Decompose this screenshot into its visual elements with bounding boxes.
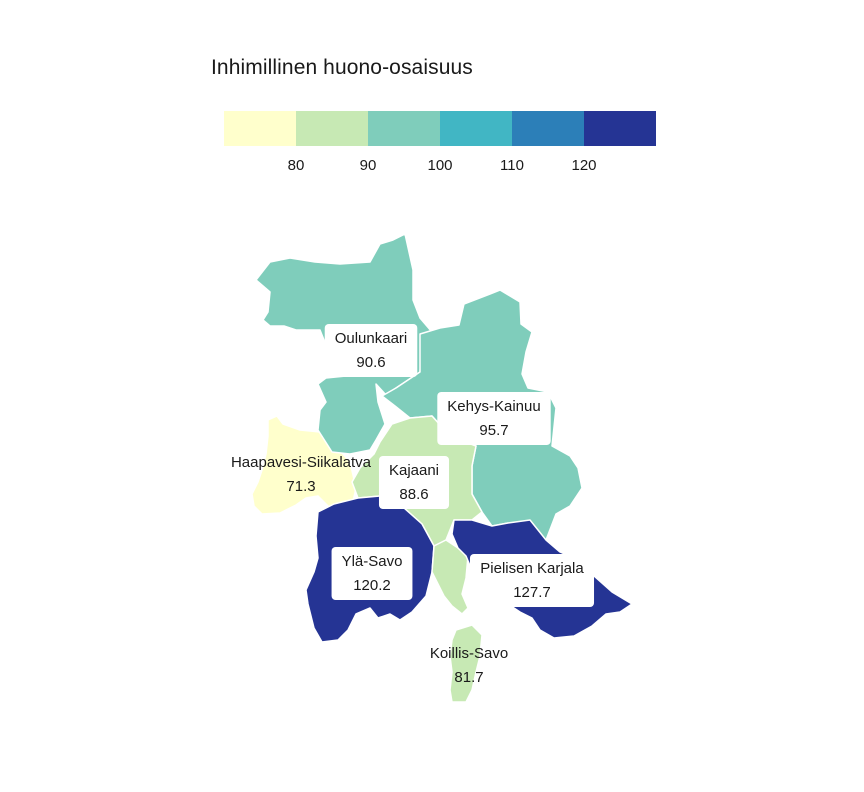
region-name: Haapavesi-Siikalatva [231, 454, 372, 471]
region-name: Oulunkaari [335, 330, 408, 347]
legend-swatch [224, 111, 296, 146]
legend-color-scale [224, 111, 656, 146]
region-label-kajaani: Kajaani 88.6 [378, 456, 450, 509]
region-value: 90.6 [356, 354, 385, 371]
region-haapavesi-siikalatva[interactable] [251, 415, 357, 515]
legend-swatch [440, 111, 512, 146]
region-label-haapavesi-siikalatva: Haapavesi-Siikalatva 71.3 [231, 454, 372, 495]
legend-swatch [512, 111, 584, 146]
region-value: 88.6 [399, 486, 428, 503]
region-value: 127.7 [513, 584, 551, 601]
region-label-pielisen-karjala: Pielisen Karjala 127.7 [469, 554, 595, 607]
legend-title: Inhimillinen huono-osaisuus [211, 56, 473, 79]
label-background [437, 392, 551, 445]
region-name: Koillis-Savo [430, 645, 508, 662]
region-value: 81.7 [454, 669, 483, 686]
legend-swatch [296, 111, 368, 146]
label-background [331, 547, 413, 600]
label-background [324, 324, 418, 377]
label-background [378, 456, 450, 509]
region-name: Kajaani [389, 462, 439, 479]
region-value: 95.7 [479, 422, 508, 439]
legend-tick-label: 120 [571, 157, 596, 174]
legend-swatch [584, 111, 656, 146]
region-label-koillis-savo: Koillis-Savo 81.7 [430, 645, 508, 686]
legend-tick-label: 110 [500, 157, 524, 174]
legend-swatch [368, 111, 440, 146]
label-background [469, 554, 595, 607]
region-label-yla-savo: Ylä-Savo 120.2 [331, 547, 413, 600]
region-label-oulunkaari: Oulunkaari 90.6 [324, 324, 418, 377]
region-label-kehys-kainuu: Kehys-Kainuu 95.7 [437, 392, 551, 445]
region-koillis-savo-south[interactable] [449, 624, 483, 703]
legend-tick-label: 80 [288, 157, 305, 174]
region-value: 71.3 [286, 478, 315, 495]
labels-layer: Oulunkaari 90.6 Kehys-Kainuu 95.7 Haapavesi-… [231, 324, 595, 686]
legend-ticks: 80 90 100 110 120 [288, 157, 597, 174]
region-name: Pielisen Karjala [480, 560, 584, 577]
region-name: Kehys-Kainuu [447, 398, 540, 415]
region-name: Ylä-Savo [342, 553, 403, 570]
region-value: 120.2 [353, 577, 391, 594]
legend-tick-label: 90 [360, 157, 377, 174]
legend-tick-label: 100 [427, 157, 452, 174]
